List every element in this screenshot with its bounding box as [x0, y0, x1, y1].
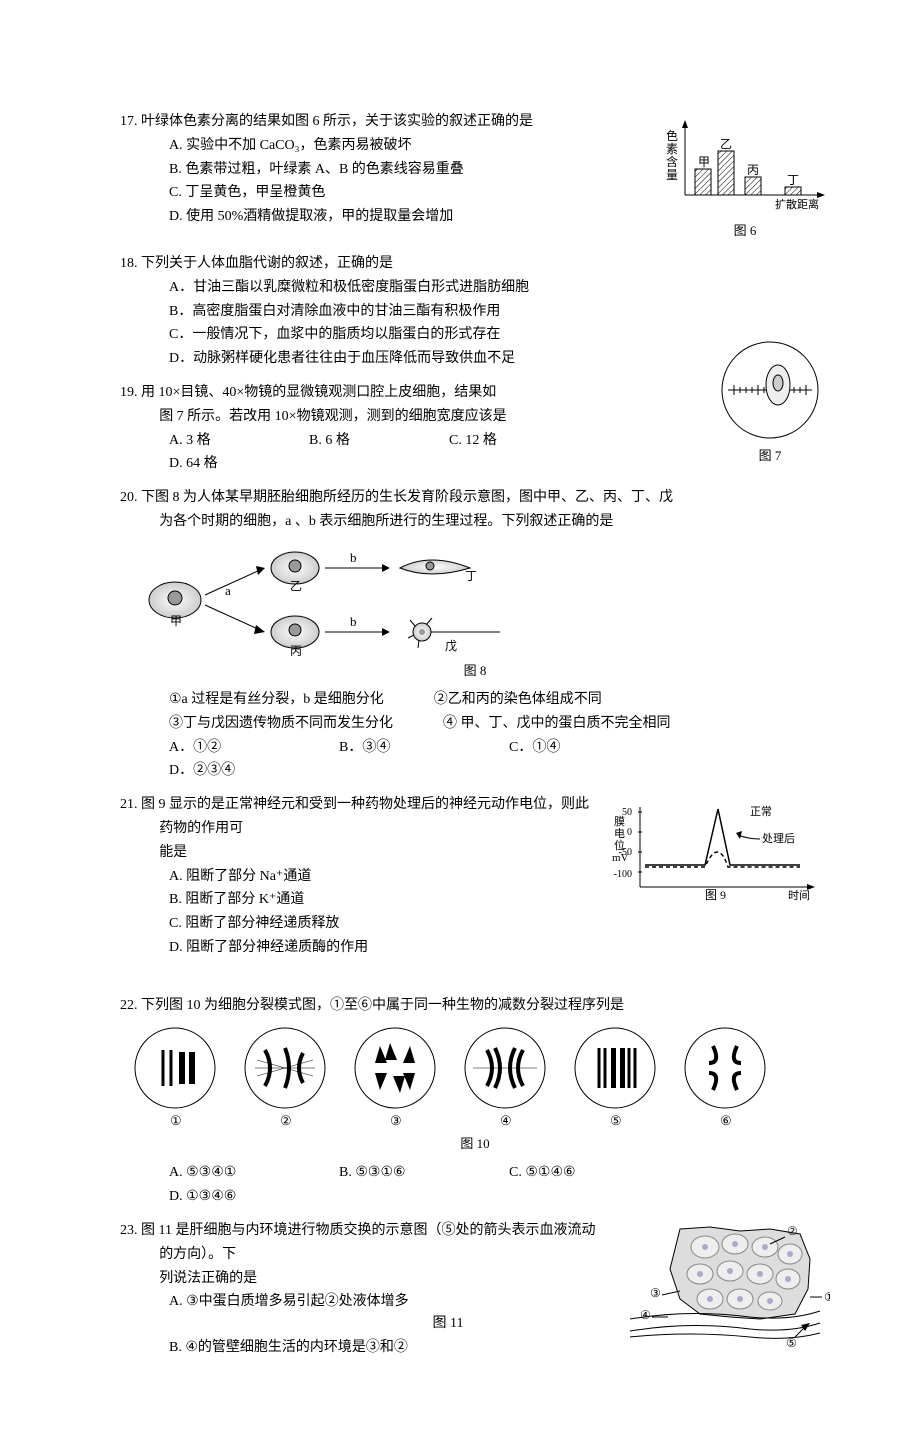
options-row: A. 3 格 B. 6 格 C. 12 格 D. 64 格	[120, 429, 702, 477]
svg-text:③: ③	[650, 1286, 661, 1300]
svg-text:a: a	[225, 583, 231, 598]
svg-text:④: ④	[500, 1113, 512, 1128]
question-19: 图 7 19. 用 10×目镜、40×物镜的显微镜观测口腔上皮细胞，结果如 图 …	[120, 381, 830, 476]
figure-8: 甲 a 乙 丙 b b 丁 戊 图 8	[120, 540, 830, 682]
svg-text:-100: -100	[614, 869, 632, 880]
svg-text:图 9: 图 9	[705, 888, 726, 902]
option-d: D. 64 格	[169, 452, 309, 476]
question-stem: 20. 下图 8 为人体某早期胚胎细胞所经历的生长发育阶段示意图，图中甲、乙、丙…	[120, 486, 830, 510]
svg-text:甲: 甲	[170, 614, 182, 628]
option-a: A. ⑤③④①	[169, 1161, 339, 1185]
svg-text:处理后: 处理后	[762, 832, 795, 845]
statement-3: ③丁与戊因遗传物质不同而发生分化	[169, 712, 393, 736]
question-stem: 为各个时期的细胞，a 、b 表示细胞所进行的生理过程。下列叙述正确的是	[120, 510, 830, 534]
figure-10: ① ② ③ ④ ⑤ ⑥ 图 10	[120, 1023, 830, 1155]
svg-text:乙: 乙	[290, 579, 302, 593]
option-b: B．高密度脂蛋白对清除血液中的甘油三酯有积极作用	[120, 300, 830, 324]
cell-development-icon: 甲 a 乙 丙 b b 丁 戊	[120, 540, 540, 660]
svg-text:②: ②	[787, 1224, 798, 1238]
bar-label: 甲	[698, 155, 710, 169]
option-c: C. 12 格	[449, 429, 589, 453]
figure-caption: 图 8	[120, 660, 830, 682]
option-c: C. 阻断了部分神经递质释放	[120, 912, 830, 936]
svg-text:-50: -50	[619, 847, 632, 858]
svg-text:⑤: ⑤	[610, 1113, 622, 1128]
svg-text:b: b	[350, 550, 357, 565]
svg-text:戊: 戊	[445, 639, 457, 653]
question-stem: 18. 下列关于人体血脂代谢的叙述，正确的是	[120, 252, 830, 276]
option-c: C. ⑤①④⑥	[509, 1161, 679, 1185]
x-axis-label: 扩散距离	[775, 197, 819, 211]
figure-caption: 图 7	[710, 445, 830, 467]
option-d: D. ①③④⑥	[169, 1185, 339, 1209]
svg-text:④: ④	[640, 1308, 651, 1322]
bar-label: 丁	[787, 173, 799, 187]
question-20: 20. 下图 8 为人体某早期胚胎细胞所经历的生长发育阶段示意图，图中甲、乙、丙…	[120, 486, 830, 783]
bar-chart-icon: 色素含量 甲 乙 丙 丁 扩散距离	[660, 110, 830, 220]
svg-text:0: 0	[627, 827, 632, 838]
option-a: A．①②	[169, 736, 339, 760]
option-d: D．②③④	[169, 759, 339, 783]
statement-2: ②乙和丙的染色体组成不同	[434, 688, 602, 712]
question-22: 22. 下列图 10 为细胞分裂模式图，①至⑥中属于同一种生物的减数分裂过程序列…	[120, 994, 830, 1209]
svg-text:丁: 丁	[465, 569, 477, 583]
option-a: A．甘油三酯以乳糜微粒和极低密度脂蛋白形式进脂肪细胞	[120, 276, 830, 300]
question-23: ① ② ③ ④ ⑤ 23. 图 11 是肝细胞与内环境进行物质交换的示意图（⑤处…	[120, 1219, 830, 1360]
svg-text:丙: 丙	[290, 644, 302, 658]
microscope-view-icon	[710, 335, 830, 445]
svg-text:①: ①	[170, 1113, 182, 1128]
svg-text:②: ②	[280, 1113, 292, 1128]
statement-1: ①a 过程是有丝分裂，b 是细胞分化	[169, 688, 384, 712]
question-21: 膜电位mV 50 0 -50 -100 正常 处理后 时间 图 9 21. 图 …	[120, 793, 830, 960]
svg-text:50: 50	[622, 807, 632, 818]
option-d: D. 阻断了部分神经递质酶的作用	[120, 936, 830, 960]
question-17: 色素含量 甲 乙 丙 丁 扩散距离 图 6 17. 叶绿	[120, 110, 830, 242]
figure-11: ① ② ③ ④ ⑤	[610, 1219, 830, 1349]
y-axis-label: 色素含量	[666, 129, 678, 182]
svg-text:正常: 正常	[750, 805, 772, 818]
figure-9: 膜电位mV 50 0 -50 -100 正常 处理后 时间 图 9	[610, 797, 830, 907]
svg-text:时间: 时间	[788, 889, 810, 902]
option-a: A. 3 格	[169, 429, 309, 453]
option-b: B. ⑤③①⑥	[339, 1161, 509, 1185]
bar-label: 丙	[747, 163, 759, 177]
tissue-exchange-icon: ① ② ③ ④ ⑤	[610, 1219, 830, 1349]
bar-label: 乙	[720, 137, 732, 151]
svg-text:b: b	[350, 614, 357, 629]
action-potential-chart-icon: 膜电位mV 50 0 -50 -100 正常 处理后 时间 图 9	[610, 797, 830, 907]
figure-7: 图 7	[710, 335, 830, 467]
figure-6: 色素含量 甲 乙 丙 丁 扩散距离 图 6	[660, 110, 830, 242]
options-row: A．①② B．③④ C．①④ D．②③④	[120, 736, 830, 784]
svg-text:③: ③	[390, 1113, 402, 1128]
statements: ①a 过程是有丝分裂，b 是细胞分化 ②乙和丙的染色体组成不同 ③丁与戊因遗传物质…	[120, 688, 830, 736]
option-b: B．③④	[339, 736, 509, 760]
svg-text:⑥: ⑥	[720, 1113, 732, 1128]
cell-division-icon: ① ② ③ ④ ⑤ ⑥	[120, 1023, 780, 1133]
question-stem: 22. 下列图 10 为细胞分裂模式图，①至⑥中属于同一种生物的减数分裂过程序列…	[120, 994, 830, 1018]
figure-caption: 图 6	[660, 220, 830, 242]
option-b: B. 6 格	[309, 429, 449, 453]
options-row: A. ⑤③④① B. ⑤③①⑥ C. ⑤①④⑥ D. ①③④⑥	[120, 1161, 830, 1209]
svg-text:⑤: ⑤	[786, 1336, 797, 1349]
option-c: C．①④	[509, 736, 679, 760]
statement-4: ④ 甲、丁、戊中的蛋白质不完全相同	[443, 712, 671, 736]
figure-caption: 图 10	[120, 1133, 830, 1155]
